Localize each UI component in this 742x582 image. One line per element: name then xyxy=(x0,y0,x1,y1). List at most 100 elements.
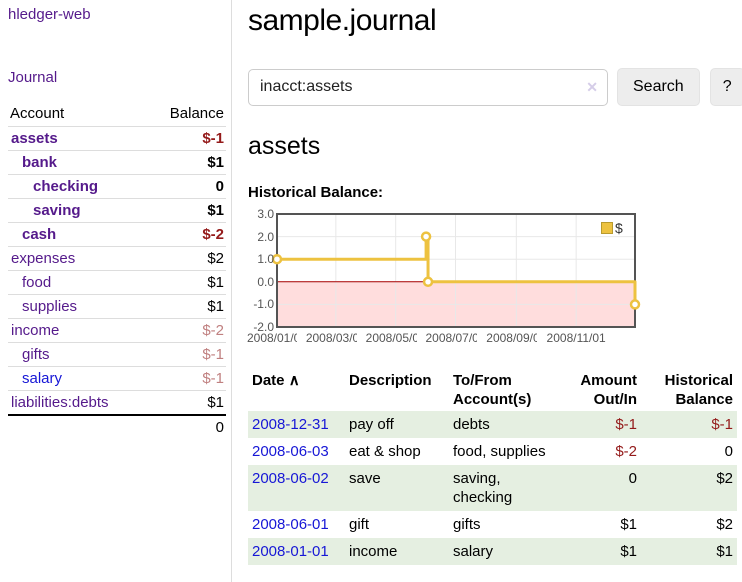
transaction-balance: $2 xyxy=(716,516,733,533)
account-heading: assets xyxy=(248,132,321,160)
register-header-accounts-line: To/From xyxy=(453,372,512,389)
search-input[interactable] xyxy=(248,68,608,106)
register-header-accounts: To/From Account(s) xyxy=(449,369,568,411)
transaction-amount: $1 xyxy=(620,543,637,560)
account-link[interactable]: checking xyxy=(33,178,99,195)
x-axis-tick-label: 2008/09/01 xyxy=(477,331,556,346)
account-balance: $1 xyxy=(147,150,226,175)
app-title: hledger-web xyxy=(8,6,226,23)
register-header-amount: Amount Out/In xyxy=(568,369,641,411)
y-axis-tick-label: 3.0 xyxy=(257,207,274,221)
account-row: checking 0 xyxy=(8,174,226,199)
transaction-amount: $1 xyxy=(620,516,637,533)
transaction-accounts: saving, checking xyxy=(453,470,513,506)
register-header-balance: Historical Balance xyxy=(641,369,737,411)
accounts-total-balance: 0 xyxy=(147,414,226,439)
account-link[interactable]: gifts xyxy=(22,346,50,363)
account-link[interactable]: salary xyxy=(22,370,63,387)
x-axis-tick-label: 2008/11/01 xyxy=(537,331,616,346)
accounts-table: Account Balance assets $-1 bank $1 checking 0… xyxy=(8,102,226,439)
transaction-row: 2008-01-01 income salary $1 $1 xyxy=(248,538,737,565)
accounts-total-row: 0 xyxy=(8,414,226,439)
transaction-date-link[interactable]: 2008-06-01 xyxy=(252,516,329,533)
transaction-accounts: gifts xyxy=(453,516,481,533)
register-header-amount-line: Out/In xyxy=(593,391,637,408)
page-title: sample.journal xyxy=(248,4,437,37)
legend-series-label: $ xyxy=(615,220,623,236)
y-axis-tick-label: 1.0 xyxy=(257,252,274,267)
register-header-amount-line: Amount xyxy=(580,372,637,389)
transaction-date-link[interactable]: 2008-12-31 xyxy=(252,416,329,433)
search-button[interactable]: Search xyxy=(617,68,700,106)
y-axis-tick-label: -1.0 xyxy=(253,297,274,312)
x-axis-tick-label: 2008/01/01 xyxy=(238,331,316,346)
chart-legend: $ xyxy=(601,220,623,236)
account-row: cash $-2 xyxy=(8,222,226,247)
account-row: bank $1 xyxy=(8,150,226,175)
transaction-row: 2008-06-01 gift gifts $1 $2 xyxy=(248,511,737,538)
account-balance: $-1 xyxy=(147,126,226,151)
account-balance: $1 xyxy=(147,270,226,295)
account-row: assets $-1 xyxy=(8,126,226,151)
account-link[interactable]: income xyxy=(11,322,60,339)
register-header-balance-line: Historical xyxy=(664,372,733,389)
account-link[interactable]: saving xyxy=(33,202,81,219)
transaction-amount: 0 xyxy=(628,470,637,487)
account-balance: 0 xyxy=(147,174,226,199)
x-axis-tick-label: 2008/03/01 xyxy=(296,331,375,346)
account-balance: $1 xyxy=(147,390,226,415)
x-axis-tick-label: 2008/05/01 xyxy=(356,331,435,346)
sort-ascending-icon: ∧ xyxy=(288,372,300,389)
account-balance: $1 xyxy=(147,198,226,223)
transaction-balance: 0 xyxy=(724,443,733,460)
nav-journal-link[interactable]: Journal xyxy=(8,69,58,86)
transaction-accounts: salary xyxy=(453,543,494,560)
register-header-description: Description xyxy=(349,372,432,389)
transaction-balance: $-1 xyxy=(711,416,733,433)
transaction-amount: $-1 xyxy=(615,416,637,433)
account-link[interactable]: expenses xyxy=(11,250,76,267)
transaction-description: income xyxy=(349,543,398,560)
account-balance: $-2 xyxy=(147,318,226,343)
transaction-balance: $1 xyxy=(716,543,733,560)
sidebar: hledger-web Journal Account Balance asse… xyxy=(0,0,232,582)
register-header-balance-line: Balance xyxy=(675,391,733,408)
transaction-row: 2008-06-03 eat & shop food, supplies $-2 0 xyxy=(248,438,737,465)
transaction-row: 2008-06-02 save saving, checking 0 $2 xyxy=(248,465,737,511)
app-title-link[interactable]: hledger-web xyxy=(8,6,91,23)
account-link[interactable]: liabilities:debts xyxy=(11,394,109,411)
balance-chart-plot xyxy=(271,213,641,328)
transaction-accounts: food, supplies xyxy=(453,443,546,460)
transaction-date-link[interactable]: 2008-06-03 xyxy=(252,443,329,460)
nav-journal: Journal xyxy=(8,69,226,86)
transaction-date-link[interactable]: 2008-06-02 xyxy=(252,470,329,487)
account-balance: $2 xyxy=(147,246,226,271)
account-balance: $-1 xyxy=(147,342,226,367)
transaction-accounts: debts xyxy=(453,416,490,433)
clear-search-icon[interactable]: ✕ xyxy=(586,78,598,95)
account-row: supplies $1 xyxy=(8,294,226,319)
transaction-description: save xyxy=(349,470,381,487)
help-button[interactable]: ? xyxy=(709,68,742,106)
account-link[interactable]: supplies xyxy=(22,298,78,315)
account-balance: $1 xyxy=(147,294,226,319)
account-balance: $-1 xyxy=(147,366,226,391)
account-link[interactable]: food xyxy=(22,274,52,291)
y-axis-tick-label: -2.0 xyxy=(253,320,274,334)
transaction-amount: $-2 xyxy=(615,443,637,460)
x-axis-tick-label: 2008/07/01 xyxy=(416,331,495,346)
y-axis-tick-label: 2.0 xyxy=(257,229,274,244)
account-row: gifts $-1 xyxy=(8,342,226,367)
account-link[interactable]: assets xyxy=(11,130,58,147)
account-link[interactable]: bank xyxy=(22,154,58,171)
account-link[interactable]: cash xyxy=(22,226,57,243)
register-table: Date ∧ Description To/From Account(s) Amo… xyxy=(248,369,737,565)
search-form: ✕ Search ? xyxy=(248,68,742,106)
account-row: saving $1 xyxy=(8,198,226,223)
legend-swatch-icon xyxy=(601,222,613,234)
transaction-date-link[interactable]: 2008-01-01 xyxy=(252,543,329,560)
register-header-date[interactable]: Date ∧ xyxy=(252,372,300,389)
register-header-row: Date ∧ Description To/From Account(s) Amo… xyxy=(248,369,737,411)
transaction-description: gift xyxy=(349,516,370,533)
